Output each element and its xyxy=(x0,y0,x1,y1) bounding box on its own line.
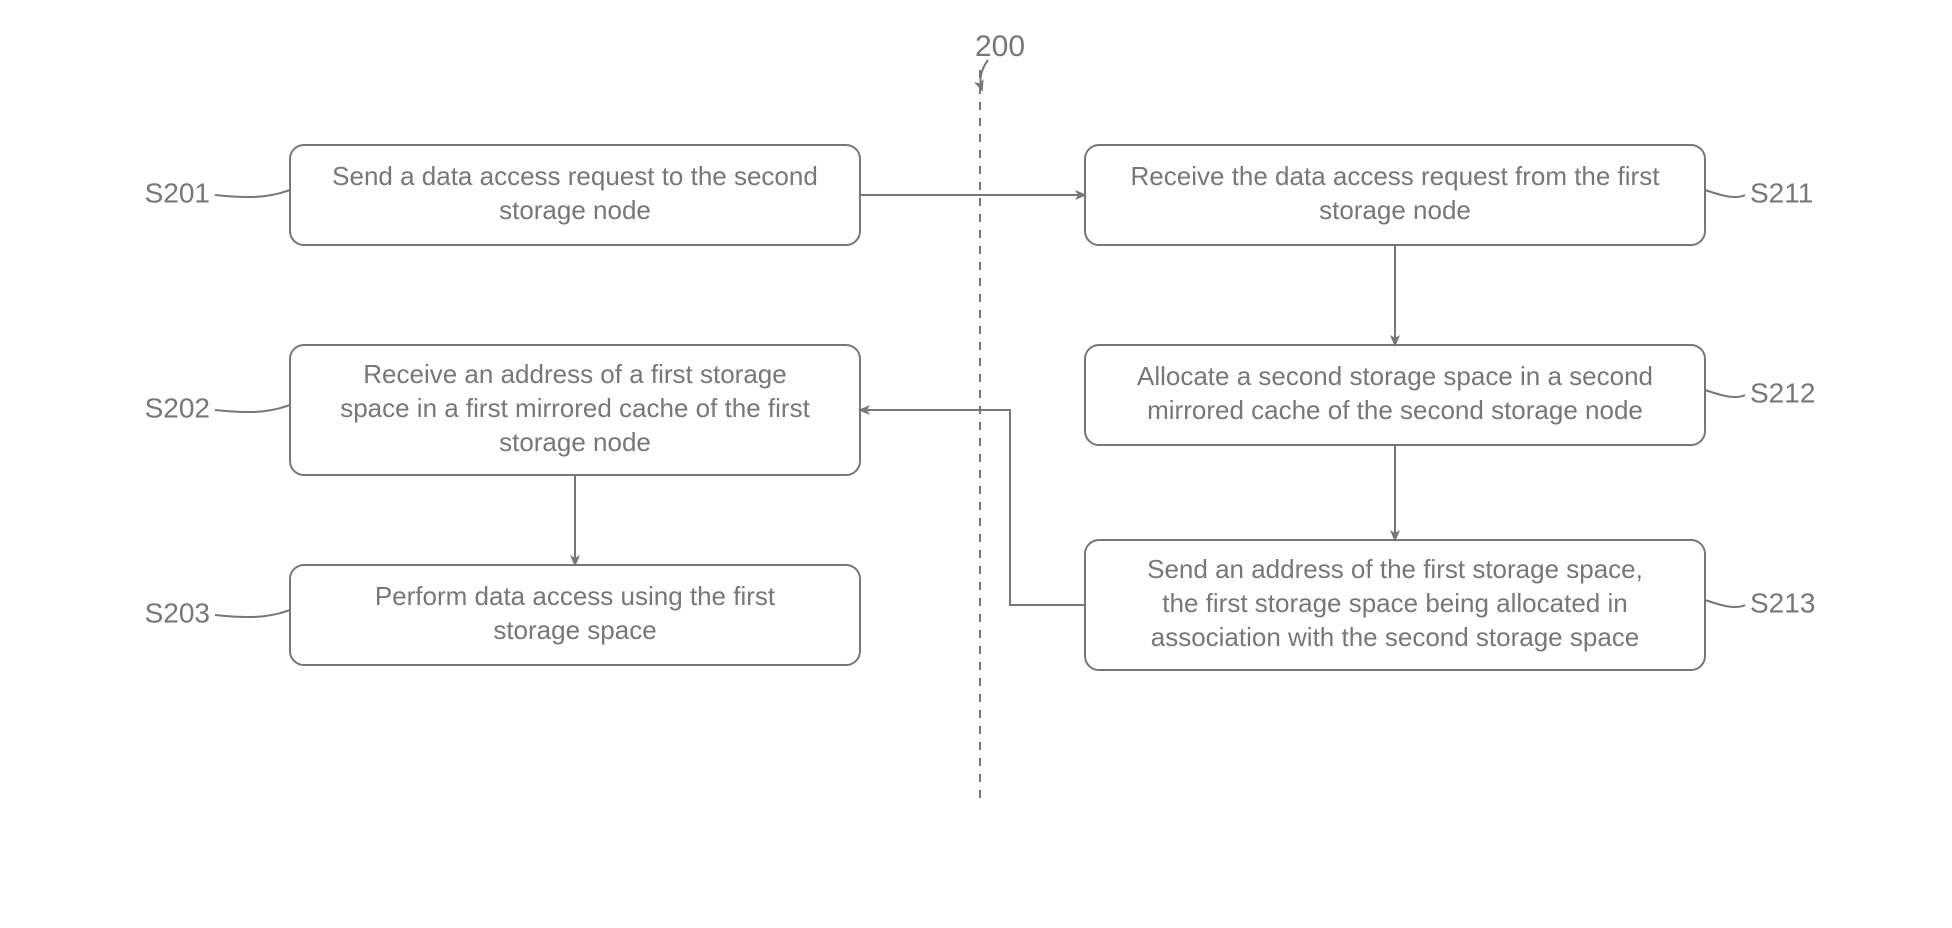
step-label-s201: S201 xyxy=(145,177,210,208)
step-label-curve-s201 xyxy=(215,190,290,197)
left-box-s201-line0: Send a data access request to the second xyxy=(332,161,818,191)
flowchart-diagram: 200 Send a data access request to the sec… xyxy=(0,0,1952,928)
right-box-s213-line0: Send an address of the first storage spa… xyxy=(1147,554,1643,584)
step-label-s213: S213 xyxy=(1750,587,1815,618)
right-box-s213-line2: association with the second storage spac… xyxy=(1151,622,1640,652)
step-label-curve-s212 xyxy=(1705,390,1745,397)
step-label-s202: S202 xyxy=(145,392,210,423)
left-box-s202-line0: Receive an address of a first storage xyxy=(363,359,786,389)
figure-number-label: 200 xyxy=(975,30,1025,63)
step-label-s203: S203 xyxy=(145,597,210,628)
left-box-s201-line1: storage node xyxy=(499,195,651,225)
left-box-s202-line1: space in a first mirrored cache of the f… xyxy=(340,393,810,423)
step-label-s211: S211 xyxy=(1750,177,1813,208)
left-box-s202-line2: storage node xyxy=(499,427,651,457)
step-label-curve-s211 xyxy=(1705,190,1745,197)
step-label-s212: S212 xyxy=(1750,377,1815,408)
right-box-s211-line0: Receive the data access request from the… xyxy=(1131,161,1661,191)
right-box-s212-line0: Allocate a second storage space in a sec… xyxy=(1137,361,1653,391)
right-box-s212-line1: mirrored cache of the second storage nod… xyxy=(1147,395,1643,425)
step-label-curve-s203 xyxy=(215,610,290,617)
step-label-curve-s202 xyxy=(215,405,290,412)
left-box-s203-line0: Perform data access using the first xyxy=(375,581,776,611)
left-box-s203-line1: storage space xyxy=(493,615,656,645)
step-label-curve-s213 xyxy=(1705,600,1745,607)
flow-arrow-3 xyxy=(860,410,1085,605)
figure-number-pointer xyxy=(980,60,988,90)
right-box-s213-line1: the first storage space being allocated … xyxy=(1162,588,1627,618)
right-box-s211-line1: storage node xyxy=(1319,195,1471,225)
